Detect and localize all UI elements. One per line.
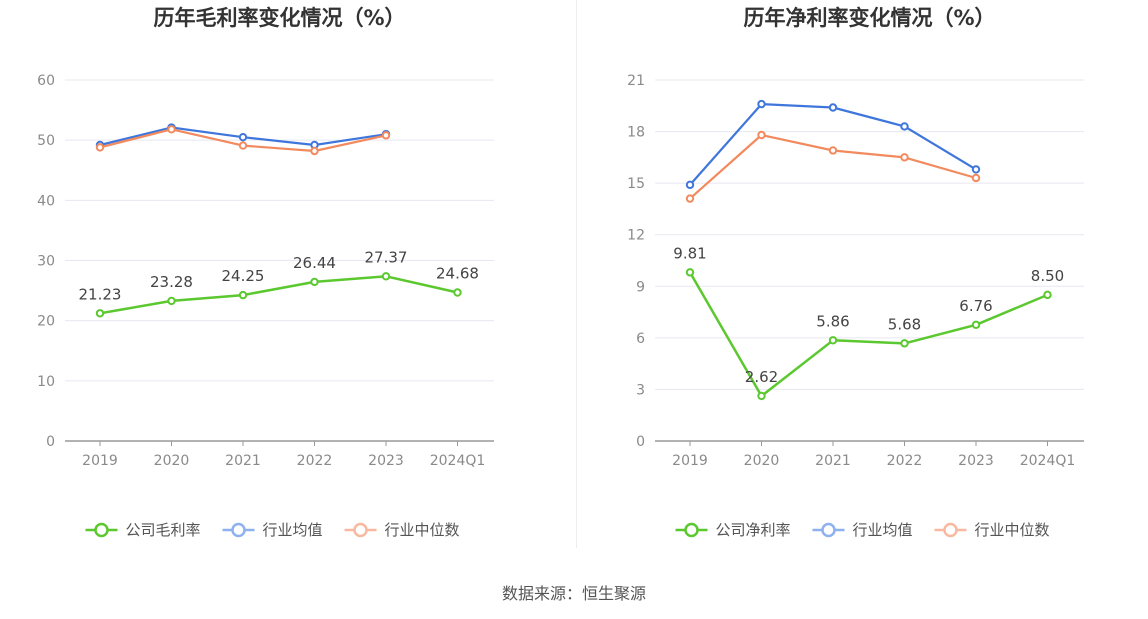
chart1-point-industry_median-2 <box>238 141 248 150</box>
chart2-point-company-0 <box>685 268 695 277</box>
chart1-point-industry_median-0 <box>95 143 105 152</box>
chart2-data-label-1: 2.62 <box>745 368 778 386</box>
chart1-title: 历年毛利率变化情况（%） <box>153 6 405 30</box>
chart1-data-label-1: 23.28 <box>150 273 193 291</box>
chart1-data-label-3: 26.44 <box>293 254 336 272</box>
chart2-data-label-2: 5.86 <box>816 312 849 330</box>
chart1-x-tick-label-2: 2021 <box>225 453 261 469</box>
chart1-y-tick-label-6: 60 <box>37 73 55 89</box>
chart2-point-industry_avg-0 <box>685 180 695 190</box>
chart1-legend-swatch-marker-0 <box>94 522 109 538</box>
chart2-point-industry_median-4 <box>971 173 981 183</box>
chart2-y-tick-label-1: 3 <box>636 382 645 398</box>
chart2-point-company-4 <box>971 320 981 329</box>
chart1-x-tick-label-3: 2022 <box>297 453 333 469</box>
chart1-point-company-4 <box>381 272 391 281</box>
chart1-x-tick-label-0: 2019 <box>82 453 118 469</box>
chart2-title: 历年净利率变化情况（%） <box>743 6 995 30</box>
chart1-y-tick-label-1: 10 <box>37 374 55 390</box>
chart1-legend-label-1[interactable]: 行业均值 <box>263 521 323 539</box>
gross-margin-chart: 历年毛利率变化情况（%） 0 10 20 30 40 50 60 2019 2020 2021 202… <box>37 6 494 539</box>
chart2-x-tick-label-0: 2019 <box>672 453 708 469</box>
chart-divider <box>576 0 577 548</box>
chart2-point-industry_avg-1 <box>757 99 766 109</box>
chart1-point-company-5 <box>453 288 462 297</box>
chart2-point-company-2 <box>828 336 838 345</box>
chart1-data-label-0: 21.23 <box>79 285 122 303</box>
chart2-legend-swatch-marker-2 <box>943 522 958 538</box>
chart1-y-tick-label-3: 30 <box>37 254 55 270</box>
chart1-point-industry_median-3 <box>310 146 319 156</box>
chart2-y-tick-label-4: 12 <box>627 228 645 244</box>
chart2-y-tick-label-5: 15 <box>627 176 645 192</box>
chart1-legend-swatch-marker-2 <box>353 522 368 538</box>
chart2-y-tick-label-6: 18 <box>627 125 645 141</box>
chart1-x-tick-label-5: 2024Q1 <box>430 453 486 469</box>
chart2-point-industry_avg-2 <box>828 103 838 112</box>
chart2-point-industry_avg-3 <box>900 122 909 131</box>
chart2-x-tick-label-4: 2023 <box>958 453 994 469</box>
data-source-note: 数据来源：恒生聚源 <box>501 584 646 603</box>
chart2-data-label-3: 5.68 <box>888 315 921 333</box>
chart2-legend-label-0[interactable]: 公司净利率 <box>716 521 791 539</box>
chart2-x-tick-label-5: 2024Q1 <box>1020 453 1076 469</box>
chart1-x-tick-label-4: 2023 <box>368 453 404 469</box>
chart2-data-label-5: 8.50 <box>1031 267 1064 285</box>
chart2-series-company-line <box>688 271 1048 398</box>
chart2-point-industry_median-0 <box>685 194 695 203</box>
chart2-y-tick-label-0: 0 <box>636 434 645 450</box>
chart2-point-company-1 <box>757 391 766 401</box>
chart2-legend-swatch-marker-1 <box>821 522 836 538</box>
chart2-point-company-3 <box>900 339 909 348</box>
chart1-point-company-0 <box>95 309 105 318</box>
chart2-legend-swatch-marker-0 <box>684 522 699 538</box>
chart1-point-company-3 <box>310 277 319 287</box>
chart2-legend-label-2[interactable]: 行业中位数 <box>975 521 1050 539</box>
net-margin-chart: 历年净利率变化情况（%） 0 3 6 9 12 15 18 21 2019 2020 2021 2022… <box>627 6 1084 539</box>
chart2-y-tick-label-3: 9 <box>636 279 645 295</box>
chart1-legend-label-0[interactable]: 公司毛利率 <box>126 521 201 539</box>
chart2-point-industry_median-3 <box>900 153 909 162</box>
chart1-y-tick-label-5: 50 <box>37 133 55 149</box>
chart2-x-tick-label-3: 2022 <box>887 453 923 469</box>
chart1-point-industry_avg-2 <box>238 132 248 142</box>
chart1-data-label-4: 27.37 <box>365 248 408 266</box>
chart2-y-tick-label-2: 6 <box>636 331 645 347</box>
chart2-series-industry_avg-line <box>689 103 977 186</box>
chart2-x-tick-label-1: 2020 <box>744 453 780 469</box>
chart1-data-label-2: 24.25 <box>222 267 265 285</box>
chart2-legend-label-1[interactable]: 行业均值 <box>853 521 913 539</box>
chart1-y-tick-label-0: 0 <box>46 434 55 450</box>
chart1-series-company-line <box>99 275 458 315</box>
chart1-x-tick-label-1: 2020 <box>154 453 190 469</box>
chart2-point-industry_avg-4 <box>971 165 981 174</box>
chart1-point-industry_median-4 <box>381 131 391 140</box>
chart1-point-company-1 <box>167 296 176 306</box>
chart1-legend-label-2[interactable]: 行业中位数 <box>385 521 460 539</box>
chart2-point-industry_median-2 <box>828 146 838 155</box>
chart2-point-company-5 <box>1043 290 1052 300</box>
chart1-point-company-2 <box>238 290 248 300</box>
chart1-data-label-5: 24.68 <box>436 265 479 283</box>
chart2-x-tick-label-2: 2021 <box>815 453 851 469</box>
chart2-y-tick-label-7: 21 <box>627 73 645 89</box>
chart1-legend-swatch-marker-1 <box>231 522 246 538</box>
chart2-point-industry_median-1 <box>757 130 766 140</box>
chart1-y-tick-label-4: 40 <box>37 193 55 209</box>
chart2-data-label-0: 9.81 <box>673 244 706 262</box>
chart2-data-label-4: 6.76 <box>959 297 992 315</box>
chart1-point-industry_median-1 <box>167 125 176 134</box>
chart1-y-tick-label-2: 20 <box>37 314 55 330</box>
